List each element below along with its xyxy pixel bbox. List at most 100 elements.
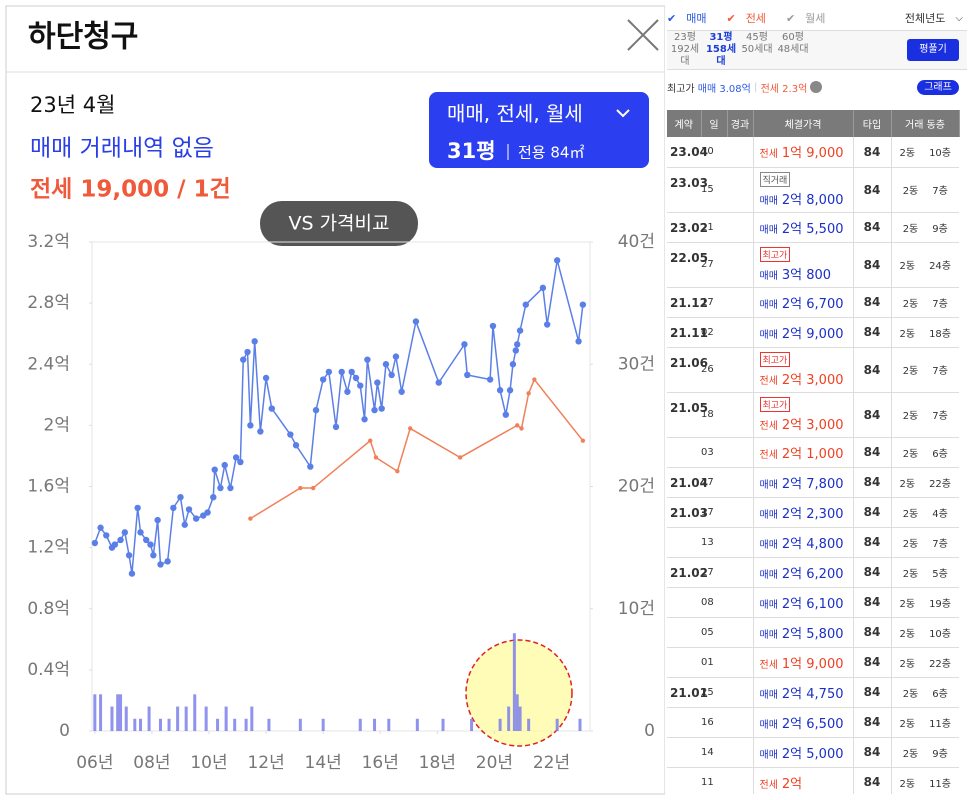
filter-tab[interactable]: ✔ 월세: [786, 12, 835, 25]
volume-bar: [387, 718, 391, 731]
price-point: [344, 388, 351, 395]
price-point: [134, 504, 141, 512]
deal-price: 2억 5,800: [781, 626, 844, 642]
unit-type: 84: [853, 617, 892, 648]
unit-type: 84: [853, 242, 892, 288]
volume-bar: [415, 718, 419, 731]
price-point: [247, 422, 254, 429]
help-icon[interactable]: [810, 81, 823, 93]
month: 21.06: [667, 347, 708, 393]
type-selector[interactable]: [429, 92, 649, 168]
elapsed: [727, 212, 753, 243]
dong-floor: 2동 11층: [891, 707, 959, 738]
volume-bar: [176, 706, 180, 731]
dong-floor: 2동 18층: [891, 317, 959, 348]
price-point: [408, 426, 413, 431]
floor: 9층: [932, 223, 948, 235]
volume-bar: [373, 718, 377, 731]
deal-price: 2억 5,000: [781, 746, 844, 762]
column-header: 체결가격: [753, 110, 854, 137]
day: 17: [701, 287, 727, 318]
x-tick-label: 20년: [476, 753, 513, 773]
day: 08: [701, 587, 727, 618]
y-tick-label: 1.2억: [27, 538, 70, 558]
floor: 22층: [929, 478, 951, 490]
size-tab[interactable]: 23평 192세대: [667, 32, 703, 68]
price-point: [522, 301, 529, 308]
volume-bar: [99, 694, 103, 731]
y-tick-label: 2.8억: [27, 293, 70, 313]
price-point: [496, 387, 504, 394]
floor: 6층: [932, 688, 948, 700]
month: [667, 767, 701, 794]
day: 11: [701, 767, 727, 794]
price-point: [150, 552, 157, 559]
price-cell: 매매 2억 5,000: [752, 737, 854, 768]
table-row: 11 전세 2억 84 2동 11층: [667, 767, 959, 794]
unit-type: 84: [853, 767, 892, 794]
dong: 2동: [902, 568, 919, 580]
elapsed: [727, 587, 753, 618]
page-title: 하단청구: [28, 20, 138, 55]
volume-bar: [110, 706, 114, 731]
unit-type: 84: [853, 647, 892, 678]
volume-bar: [441, 718, 445, 731]
volume-bar: [124, 706, 128, 731]
filter-tab[interactable]: ✔ 매매: [667, 12, 716, 25]
volume-bar: [555, 718, 559, 731]
floor: 7층: [932, 298, 948, 310]
price-point: [204, 509, 211, 516]
table-row: 21.11 02 매매 2억 9,000 84 2동 18층: [667, 317, 959, 348]
dong: 2동: [902, 298, 919, 310]
expand-button[interactable]: 평풀기: [907, 39, 959, 61]
price-point: [251, 338, 258, 345]
deal-price: 2억 5,500: [781, 221, 844, 237]
price-point: [325, 368, 333, 376]
compare-button[interactable]: [260, 201, 418, 246]
graph-button[interactable]: 그래프: [917, 79, 959, 95]
day: 05: [701, 617, 727, 648]
size-tab[interactable]: 31평 158세대: [703, 32, 739, 68]
year-filter[interactable]: 전체년도: [904, 12, 946, 25]
price-point: [392, 353, 400, 360]
volume-bar: [224, 706, 228, 731]
price-point: [506, 387, 514, 394]
price-point: [514, 341, 521, 348]
filter-tab[interactable]: ✔ 전세: [726, 12, 775, 25]
day: 03: [701, 437, 727, 468]
price-point: [515, 423, 520, 428]
price-cell: 매매 2억 9,000: [752, 317, 854, 348]
size-label: 31평: [447, 139, 496, 163]
elapsed: [727, 527, 753, 558]
size-tab[interactable]: 60평 48세대: [775, 32, 811, 68]
price-point: [211, 466, 218, 473]
price-point: [374, 379, 381, 386]
price-point: [97, 524, 104, 531]
price-point: [543, 321, 551, 328]
price-point: [227, 484, 234, 492]
left-panel: 하단청구 23년 4월 매매 거래내역 없음 전세 19,000 / 1건 매매…: [5, 5, 665, 795]
dong-floor: 2동 7층: [891, 527, 959, 558]
price-point: [464, 371, 471, 379]
size-tab[interactable]: 45평 50세대: [739, 32, 775, 68]
elapsed: [727, 287, 753, 318]
close-button[interactable]: [627, 19, 659, 51]
column-header: 경과: [727, 110, 754, 137]
volume-bar: [139, 718, 143, 731]
rent-note: 전세 19,000 / 1건: [30, 177, 231, 203]
table-row: 21.02 27 매매 2억 6,200 84 2동 5층: [667, 557, 959, 588]
right-panel: ✔ 매매 ✔ 전세 ✔ 월세 전체년도 ⌵ 23평 192세대 31평 158세대 45평 50세대 60…: [667, 6, 967, 794]
floor: 11층: [929, 778, 951, 790]
dong: 2동: [902, 186, 919, 197]
day: 26: [701, 347, 727, 393]
price-point: [157, 561, 164, 568]
price-cell: 매매 2억 7,800: [752, 467, 854, 498]
y-tick-label: 1.6억: [27, 477, 70, 497]
deal-kind: 매매: [759, 689, 778, 701]
table-row: 23.03 15 직거래 매매 2억 8,000 84 2동 7층: [667, 167, 959, 213]
price-point: [398, 388, 405, 395]
x-tick-label: 06년: [76, 753, 113, 773]
price-point: [177, 493, 184, 501]
day: 25: [701, 677, 727, 708]
